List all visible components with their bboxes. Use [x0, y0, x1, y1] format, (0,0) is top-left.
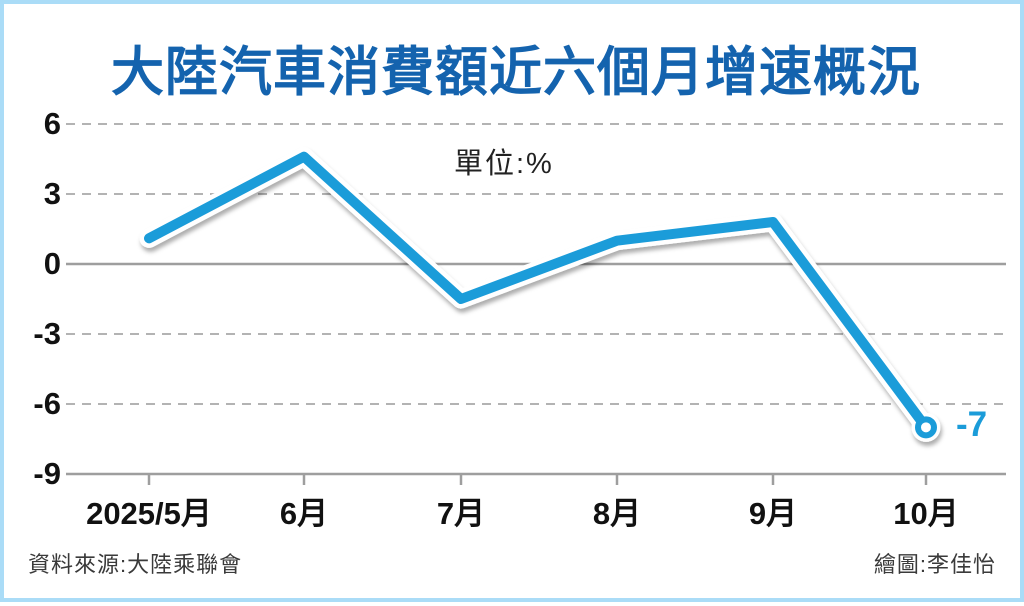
x-axis-tick-label: 8月	[592, 496, 642, 531]
y-axis-tick-label: 0	[43, 246, 61, 281]
data-line-casing	[139, 147, 941, 442]
x-axis-tick-label: 9月	[748, 496, 798, 531]
data-line-casing-stroke	[139, 147, 936, 437]
unit-label: 單位:%	[454, 148, 554, 180]
gridlines	[66, 123, 1006, 485]
x-axis-tick-label: 2025/5月	[86, 496, 212, 531]
x-axis-tick-label: 7月	[436, 496, 486, 531]
chart-title: 大陸汽車消費額近六個月增速概況	[111, 43, 921, 102]
x-axis-tick-label: 10月	[893, 496, 959, 531]
y-axis-tick-label: 3	[43, 176, 61, 211]
data-line	[144, 151, 931, 433]
source-label: 資料來源:大陸乘聯會	[28, 552, 243, 577]
y-axis-tick-label: -9	[33, 456, 61, 491]
y-axis-tick-label: -6	[33, 386, 61, 421]
y-axis-tick-label: 6	[43, 106, 61, 141]
x-axis-tick-label: 6月	[279, 496, 329, 531]
data-series	[139, 147, 941, 442]
credit-label: 繪圖:李佳怡	[873, 552, 996, 577]
line-chart-plot	[66, 123, 1006, 485]
y-axis-tick-label: -3	[33, 316, 61, 351]
end-point-marker	[915, 416, 937, 439]
end-value-label: -7	[956, 405, 988, 445]
